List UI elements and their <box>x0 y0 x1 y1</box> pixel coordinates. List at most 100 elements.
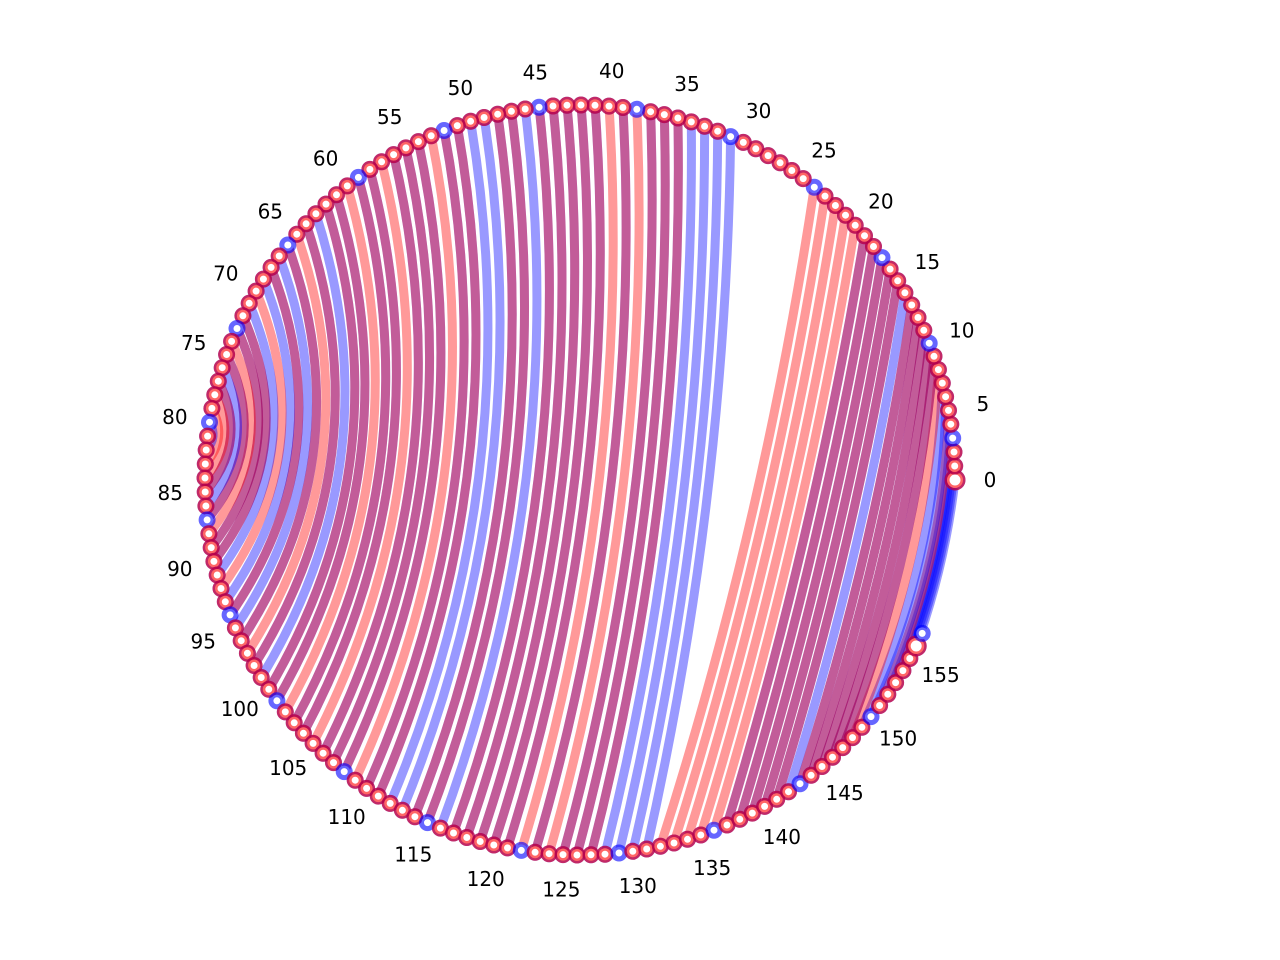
chord-35-127-1 <box>586 113 683 860</box>
node-137-1 <box>718 816 736 834</box>
chord-75-87-1 <box>202 350 249 525</box>
node-44-1 <box>544 97 562 115</box>
chord-55-107-1 <box>329 143 434 768</box>
node-81-1 <box>199 427 217 445</box>
node-3 <box>944 429 962 447</box>
node-116-1 <box>431 819 449 837</box>
node-29-1 <box>747 140 765 158</box>
tick-label-155: 155 <box>922 663 960 687</box>
node-24 <box>805 178 823 196</box>
chord-38-124 <box>544 104 644 859</box>
node-97-1 <box>238 644 256 662</box>
chord-65-97 <box>242 229 331 658</box>
node-38 <box>628 100 646 118</box>
node-112-1 <box>381 794 399 812</box>
chord-31-131 <box>642 132 736 854</box>
chord-36-126-0 <box>572 110 670 860</box>
node-90-1 <box>205 552 223 570</box>
chord-42-120-1 <box>489 100 592 850</box>
chord-37-125-1 <box>558 107 657 860</box>
node-124-1 <box>540 845 558 863</box>
chord-19-137-0 <box>722 231 869 830</box>
chord-17-139-0 <box>747 253 887 818</box>
node-15-1 <box>889 272 907 290</box>
node-45 <box>530 98 548 116</box>
chord-58-104-0 <box>298 164 401 738</box>
node-60-1 <box>338 177 356 195</box>
node-69-1 <box>254 270 272 288</box>
chord-62-100-0 <box>264 199 360 694</box>
chord-46-116 <box>435 104 542 833</box>
chord-6-150 <box>866 392 951 722</box>
node-76-1 <box>213 359 231 377</box>
chord-24-132 <box>655 182 819 851</box>
node-19-1 <box>856 227 873 245</box>
node-88-1 <box>200 525 218 543</box>
node-25-1 <box>794 170 812 188</box>
node-154-1 <box>894 662 912 680</box>
chord-18-138-1 <box>735 242 878 824</box>
tick-label-150: 150 <box>879 727 917 751</box>
chord-44-118-1 <box>462 101 567 842</box>
node-147-1 <box>834 739 852 757</box>
node-127-1 <box>582 846 600 864</box>
chord-57-105 <box>308 157 412 748</box>
tick-label-90: 90 <box>167 557 192 581</box>
node-78-1 <box>206 386 224 404</box>
node-130-1 <box>624 842 642 860</box>
chord-71-91 <box>212 298 279 580</box>
chord-49-113 <box>397 113 505 815</box>
chord-78-84 <box>200 390 230 483</box>
node-148-1 <box>844 729 861 747</box>
chord-59-103-0 <box>289 172 391 728</box>
chord-61-101-1 <box>272 190 370 706</box>
node-39-1 <box>614 99 632 116</box>
node-92-1 <box>212 580 230 597</box>
node-58-1 <box>361 160 379 178</box>
node-55-1 <box>397 139 415 157</box>
chord-9-147-1 <box>838 351 939 753</box>
node-80 <box>201 413 218 431</box>
tick-label-75: 75 <box>181 331 206 355</box>
tick-label-10: 10 <box>949 319 974 343</box>
node-14-1 <box>896 284 914 302</box>
node-72-1 <box>234 307 252 325</box>
node-100-1 <box>260 680 278 698</box>
chord-44-118-0 <box>462 101 567 842</box>
node-16-1 <box>881 260 899 278</box>
chord-16-140-0 <box>760 264 895 811</box>
node-84-1 <box>196 469 214 487</box>
chord-47-115-1 <box>423 106 529 828</box>
node-83-1 <box>196 455 214 473</box>
chord-53-109 <box>350 131 457 785</box>
node-50-1 <box>462 112 480 130</box>
node-86-1 <box>197 497 215 515</box>
chord-10-146-0 <box>828 338 934 762</box>
node-5-1 <box>940 401 957 419</box>
node-101 <box>268 692 286 710</box>
node-120-1 <box>485 836 503 854</box>
chord-21-135 <box>696 210 850 840</box>
node-73 <box>228 320 246 337</box>
tick-label-135: 135 <box>693 856 731 880</box>
chord-47-115-0 <box>423 106 529 828</box>
tick-label-25: 25 <box>811 139 836 163</box>
tick-label-105: 105 <box>269 756 307 780</box>
chord-63-99 <box>256 209 350 682</box>
node-4-1 <box>942 415 960 433</box>
node-139-1 <box>743 804 761 822</box>
node-103-1 <box>285 714 303 732</box>
node-107-1 <box>325 754 342 772</box>
tick-label-70: 70 <box>213 261 238 285</box>
chord-75-87-0 <box>202 350 249 525</box>
node-34-1 <box>682 113 700 131</box>
node-87 <box>198 511 216 529</box>
node-96-1 <box>232 632 250 650</box>
node-126-1 <box>568 846 586 864</box>
chord-20-136 <box>709 220 860 835</box>
node-144-1 <box>802 766 820 784</box>
chord-36-126-1 <box>572 110 670 860</box>
node-71-1 <box>240 294 258 312</box>
chord-73-89-1 <box>206 324 263 553</box>
node-66 <box>279 236 297 254</box>
